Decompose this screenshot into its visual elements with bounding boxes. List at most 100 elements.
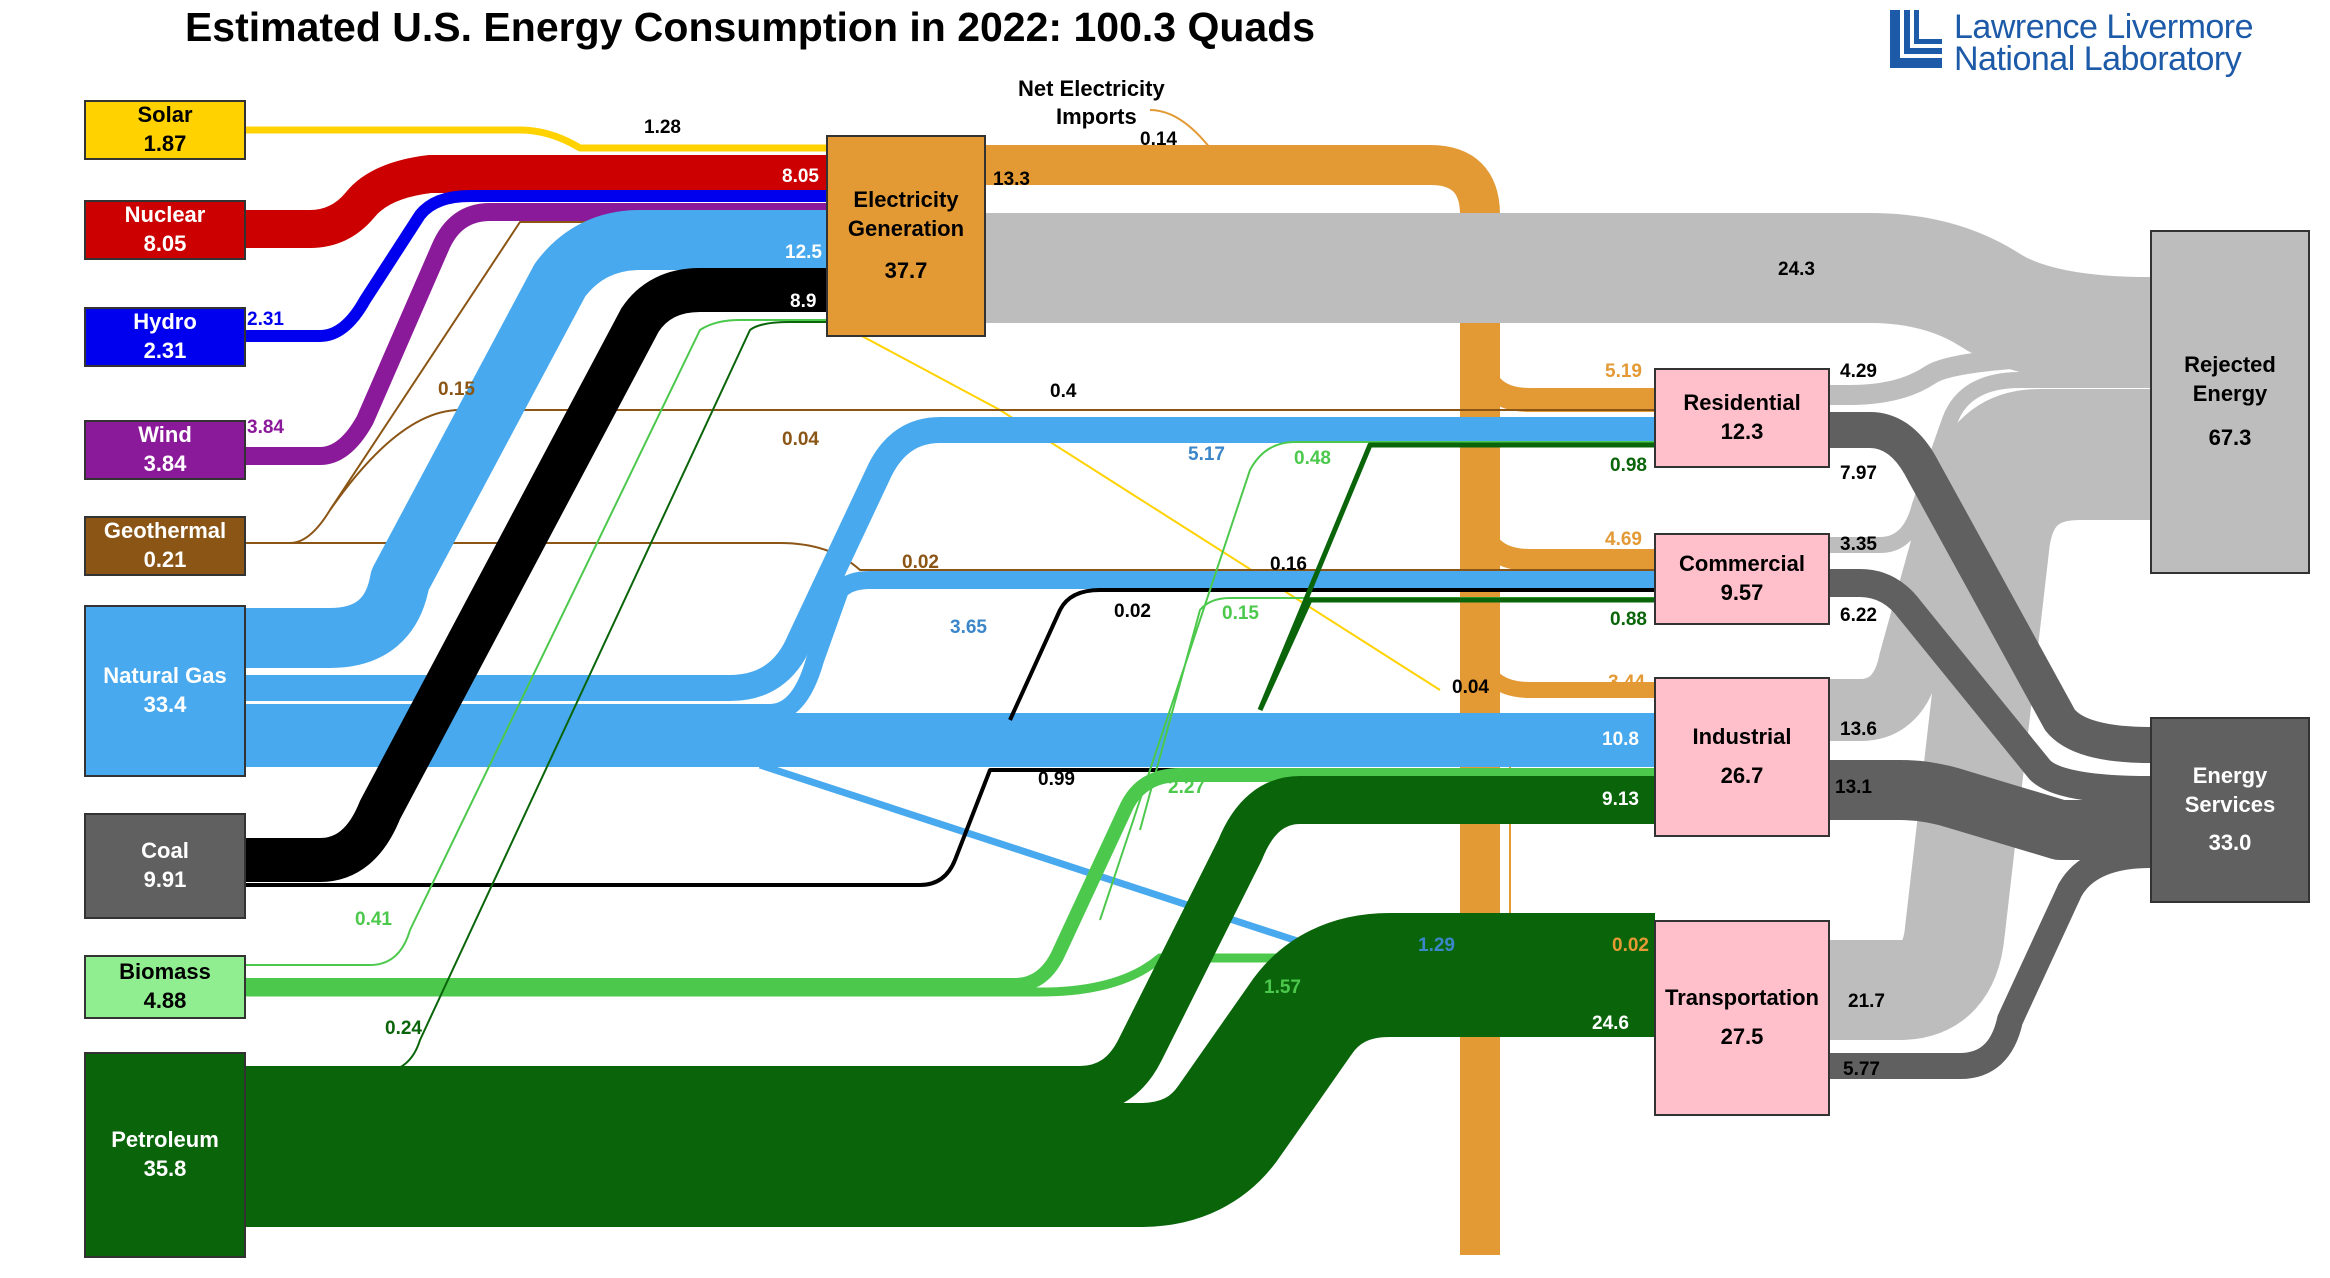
hub-electricity-name-2: Generation [847, 215, 965, 241]
source-petroleum: Petroleum 35.8 [84, 1052, 246, 1258]
flow-trans-services [1828, 842, 2151, 1079]
flow-gas-to-commercial [245, 571, 1655, 722]
source-solar-name: Solar [137, 102, 193, 128]
hub-electricity-name-1: Electricity [853, 187, 959, 213]
chart-title: Estimated U.S. Energy Consumption in 202… [184, 4, 1316, 50]
flow-label: 0.02 [1114, 601, 1151, 622]
flow-label: 0.88 [1610, 609, 1647, 630]
net-imports-label-1: Net Electricity [1018, 76, 1165, 101]
source-biomass: Biomass 4.88 [84, 955, 246, 1019]
hub-services-name-2: Services [2184, 791, 2276, 817]
flow-label: 3.65 [950, 617, 987, 638]
flow-label: 6.22 [1840, 605, 1877, 626]
flow-biomass-to-transportation [245, 953, 1655, 997]
source-geothermal-name: Geothermal [103, 518, 227, 544]
hub-transportation: Transportation 27.5 [1654, 920, 1830, 1116]
hub-rejected-name-2: Energy [2192, 380, 2268, 406]
hub-residential-value: 12.3 [1720, 419, 1764, 444]
source-wind: Wind 3.84 [84, 420, 246, 480]
source-biomass-value: 4.88 [143, 988, 187, 1013]
source-petroleum-value: 35.8 [143, 1156, 187, 1181]
flow-petroleum-to-transportation [245, 913, 1655, 1227]
hub-transportation-value: 27.5 [1720, 1024, 1764, 1049]
net-imports-label-2: Imports [1056, 104, 1137, 129]
flow-gas-to-elec [245, 210, 826, 668]
source-nuclear-name: Nuclear [124, 202, 206, 228]
flow-com-rejected [1828, 372, 2150, 553]
llnl-logo: Lawrence Livermore National Laboratory [1888, 8, 2288, 78]
flow-label: 8.9 [790, 291, 817, 312]
flow-label: 0.14 [1140, 129, 1177, 150]
flow-geothermal-to-others [245, 409, 1655, 571]
flow-label: 13.1 [1835, 777, 1872, 798]
source-natural-gas-value: 33.4 [143, 692, 187, 717]
hub-services-value: 33.0 [2208, 830, 2252, 856]
flow-label: 2.31 [247, 309, 284, 330]
source-coal-name: Coal [141, 838, 189, 864]
hub-industrial-name: Industrial [1692, 724, 1792, 750]
flow-label: 8.05 [782, 166, 819, 187]
source-wind-value: 3.84 [143, 451, 187, 476]
source-coal-value: 9.91 [143, 867, 187, 892]
logo-line-1: Lawrence Livermore [1954, 8, 2254, 46]
flow-elec-to-residential [1468, 349, 1655, 412]
flow-label: 10.8 [1602, 729, 1639, 750]
flow-com-services [1828, 569, 2151, 804]
flow-label: 0.02 [902, 552, 939, 573]
hub-services-name-1: Energy [2192, 763, 2268, 789]
source-solar-value: 1.87 [143, 131, 187, 156]
flow-res-rejected [1828, 345, 2151, 405]
source-natural-gas: Natural Gas 33.4 [84, 605, 246, 777]
flow-coal-to-others [245, 588, 1655, 887]
hub-electricity-value: 37.7 [884, 258, 928, 284]
flow-label: 1.28 [644, 117, 681, 138]
flow-label: 0.04 [782, 429, 819, 450]
flow-label: 9.13 [1602, 789, 1639, 810]
flow-label: 13.3 [993, 169, 1030, 190]
flow-label: 24.6 [1592, 1013, 1629, 1034]
source-coal: Coal 9.91 [84, 813, 246, 919]
flow-ind-services [1828, 760, 2150, 860]
flow-trans-rejected [1828, 420, 2150, 1040]
source-hydro: Hydro 2.31 [84, 307, 246, 367]
flow-label: 1.29 [1418, 935, 1455, 956]
source-natural-gas-name: Natural Gas [103, 663, 227, 689]
flow-label: 0.4 [1050, 381, 1077, 402]
flow-hydro-to-elec [245, 190, 826, 342]
flow-label: 7.97 [1840, 463, 1877, 484]
hub-residential-name: Residential [1683, 390, 1801, 416]
source-wind-name: Wind [138, 422, 192, 448]
source-nuclear: Nuclear 8.05 [84, 200, 246, 260]
flow-label: 13.6 [1840, 719, 1877, 740]
source-hydro-value: 2.31 [143, 338, 187, 363]
flow-label: 3.84 [247, 417, 284, 438]
flow-biomass-to-elec [245, 319, 826, 966]
flow-label: 0.04 [1452, 677, 1489, 698]
flow-label: 5.17 [1188, 444, 1225, 465]
flow-label: 24.3 [1778, 259, 1815, 280]
flow-biomass-to-res-com [1099, 441, 1655, 921]
flow-label: 4.69 [1605, 529, 1642, 550]
flow-res-services [1828, 412, 2151, 763]
hub-residential: Residential 12.3 [1654, 368, 1830, 468]
flow-label: 3.44 [1608, 672, 1645, 693]
source-solar: Solar 1.87 [84, 100, 246, 160]
hub-rejected-name-1: Rejected [2184, 352, 2276, 378]
hub-rejected-energy: Rejected Energy 67.3 [2150, 230, 2310, 574]
flow-elec-to-industrial [1472, 639, 1655, 698]
hub-electricity-generation: Electricity Generation 37.7 [826, 135, 986, 337]
hub-commercial-value: 9.57 [1720, 580, 1764, 605]
hub-industrial-value: 26.7 [1720, 763, 1764, 788]
source-nuclear-value: 8.05 [143, 231, 187, 256]
hub-commercial: Commercial 9.57 [1654, 533, 1830, 625]
flow-label: 0.15 [438, 379, 475, 400]
flow-label: 1.57 [1264, 977, 1301, 998]
flow-elec-to-sectors [985, 145, 1500, 1255]
flow-label: 0.98 [1610, 455, 1647, 476]
flow-label: 12.5 [785, 242, 822, 263]
flow-biomass-to-industrial [245, 768, 1655, 992]
flow-label: 2.27 [1168, 777, 1205, 798]
flow-solar-to-elec [245, 126, 826, 152]
flow-label: 0.24 [385, 1018, 422, 1039]
